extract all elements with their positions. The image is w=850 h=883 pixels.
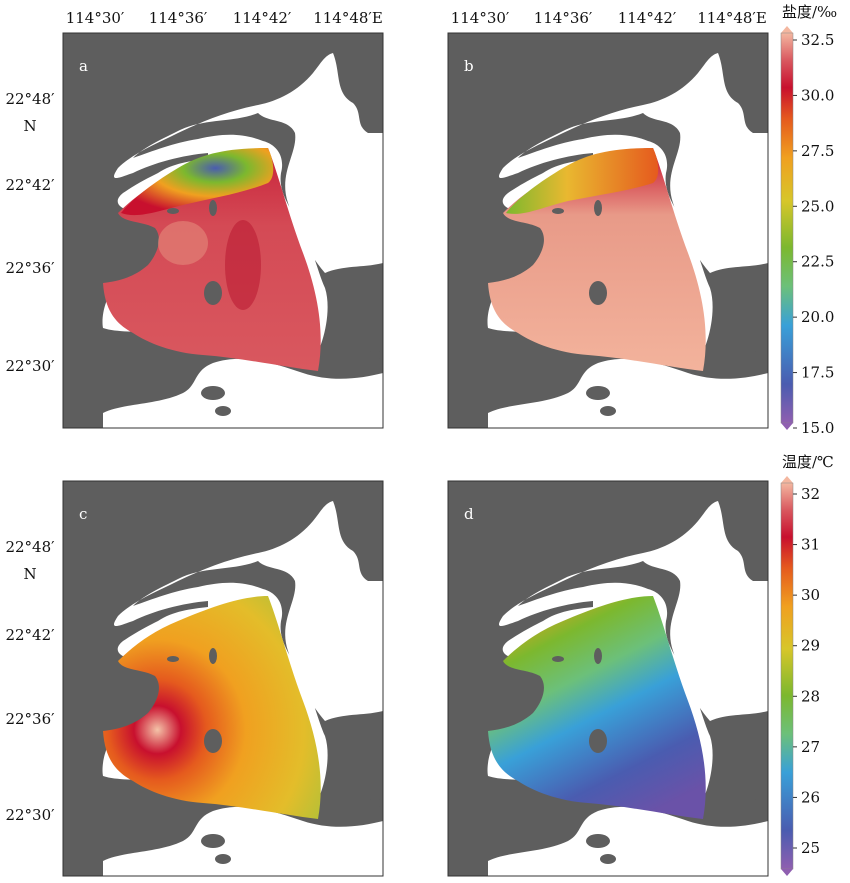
colorbar-tick-label: 32	[801, 485, 820, 503]
top-lon-ticks-right: 114°30′ 114°36′ 114°42′ 114°48′E	[451, 9, 767, 27]
lat-unit: N	[23, 565, 36, 583]
salinity-front-b	[506, 148, 659, 214]
colorbar-tick-label: 15.0	[801, 419, 834, 437]
lat-tick: 22°30′	[5, 806, 55, 824]
lat-tick: 22°42′	[5, 176, 55, 194]
colorbar-tick-label: 27	[801, 738, 820, 756]
map-panel-a: a	[62, 32, 384, 429]
panel-label: b	[464, 57, 474, 75]
colorbar-tick-label: 32.5	[801, 31, 834, 49]
temperature-colorbar: 温度/℃ 32 31 30 29 28 27 26 25	[780, 453, 834, 876]
colorbar-tick-label: 27.5	[801, 142, 834, 160]
lon-tick: 114°42′	[233, 9, 292, 27]
colorbar-tick-label: 20.0	[801, 308, 834, 326]
panel-label: d	[464, 505, 474, 523]
colorbar-tick-label: 29	[801, 637, 820, 655]
salinity-colorbar: 盐度/‰ 32.5 30.0 27.5 25.0 22.5 20.0 17.5 15.0	[780, 3, 837, 437]
colorbar-tick-label: 17.5	[801, 364, 834, 382]
lon-tick: 114°30′	[451, 9, 510, 27]
lat-ticks-top: 22°48′ N 22°42′ 22°36′ 22°30′	[5, 90, 55, 375]
lat-tick: 22°42′	[5, 626, 55, 644]
colorbar-tick-label: 26	[801, 788, 820, 806]
salinity-front-a	[121, 148, 274, 216]
lon-tick: 114°36′	[149, 9, 208, 27]
lat-unit: N	[23, 117, 36, 135]
colorbar-tick-label: 22.5	[801, 253, 834, 271]
colorbar-tick-label: 31	[801, 536, 820, 554]
top-lon-ticks-left: 114°30′ 114°36′ 114°42′ 114°48′E	[66, 9, 383, 27]
map-panel-d: d	[447, 480, 769, 877]
colorbar-tick-label: 28	[801, 687, 820, 705]
colorbar-title: 温度/℃	[782, 453, 834, 471]
lat-tick: 22°48′	[5, 90, 55, 108]
lon-tick: 114°48′E	[697, 9, 767, 27]
panel-label: a	[79, 57, 88, 75]
map-panel-b: b	[447, 32, 769, 429]
lat-tick: 22°30′	[5, 357, 55, 375]
lat-tick: 22°48′	[5, 538, 55, 556]
colorbar-tick-label: 30	[801, 586, 820, 604]
lon-tick: 114°36′	[534, 9, 593, 27]
map-panel-c: c	[62, 480, 384, 877]
panel-label: c	[79, 505, 87, 523]
lat-tick: 22°36′	[5, 710, 55, 728]
lon-tick: 114°30′	[66, 9, 125, 27]
lat-ticks-bottom: 22°48′ N 22°42′ 22°36′ 22°30′	[5, 538, 55, 824]
lon-tick: 114°42′	[618, 9, 677, 27]
lon-tick: 114°48′E	[313, 9, 383, 27]
temperature-field-d	[488, 596, 706, 819]
colorbar-tick-label: 30.0	[801, 86, 834, 104]
lat-tick: 22°36′	[5, 259, 55, 277]
colorbar-tick-label: 25	[801, 839, 820, 857]
colorbar-tick-label: 25.0	[801, 197, 834, 215]
temperature-field-c	[103, 596, 321, 819]
colorbar-title: 盐度/‰	[782, 3, 837, 21]
